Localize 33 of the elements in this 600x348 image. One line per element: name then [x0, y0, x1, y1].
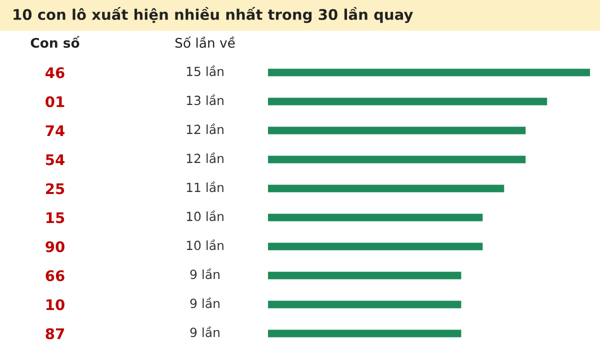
y-tick-label: 15 [46, 212, 64, 224]
y-tick-label: 01 [46, 96, 64, 108]
y-tick-label: 74 [46, 125, 64, 136]
data-label: 10 lần [186, 239, 224, 250]
data-label: 9 lần [190, 297, 220, 308]
data-label: 10 lần [186, 210, 224, 222]
data-label: 12 lần [186, 123, 224, 134]
bar [268, 214, 483, 222]
bar [268, 300, 462, 308]
y-tick-label: 10 [46, 299, 64, 310]
data-label: 12 lần [186, 152, 224, 164]
data-label: 13 lần [186, 94, 224, 106]
y-tick-label: 87 [46, 328, 64, 340]
bar [268, 272, 462, 280]
data-label: 11 lần [186, 181, 224, 192]
y-axis-title: Con số [30, 36, 80, 48]
y-tick-label: 66 [46, 270, 64, 282]
data-label: 15 lần [186, 65, 224, 76]
y-tick-label: 25 [46, 183, 64, 194]
y-tick-label: 54 [46, 154, 64, 166]
y-tick-label: 46 [46, 67, 64, 78]
x-axis-title: Số lần về [175, 36, 235, 48]
bar [268, 330, 462, 338]
bar [268, 126, 526, 134]
bar [268, 156, 526, 164]
chart-title: 10 con lô xuất hiện nhiều nhất trong 30 lần quay [14, 7, 413, 23]
bar [268, 68, 590, 76]
data-label: 9 lần [190, 268, 220, 280]
bar [268, 242, 483, 250]
y-tick-label: 90 [46, 241, 64, 252]
bar [268, 184, 504, 192]
data-label: 9 lần [190, 326, 220, 338]
bar [268, 98, 548, 106]
